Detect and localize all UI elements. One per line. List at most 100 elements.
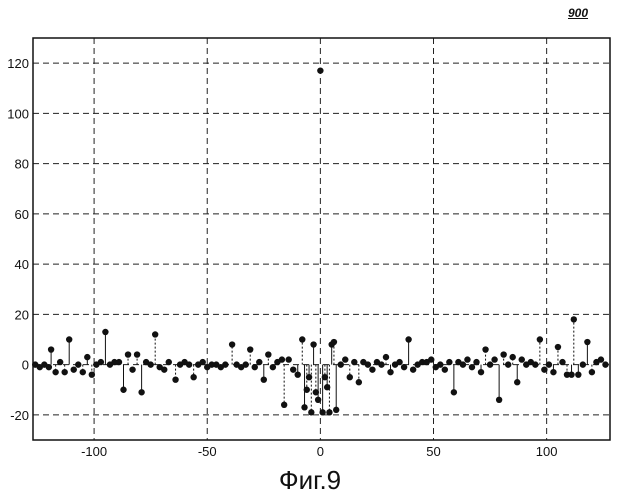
x-tick-label: -50: [198, 444, 217, 459]
data-point: [222, 361, 228, 367]
data-point: [102, 329, 108, 335]
y-tick-label: 20: [15, 307, 29, 322]
data-point: [161, 366, 167, 372]
data-point: [442, 366, 448, 372]
data-point: [120, 387, 126, 393]
data-point: [281, 402, 287, 408]
data-point: [279, 356, 285, 362]
data-point: [265, 351, 271, 357]
data-point: [315, 397, 321, 403]
y-tick-label: 120: [7, 56, 29, 71]
data-point: [602, 361, 608, 367]
data-point: [57, 359, 63, 365]
data-point: [532, 361, 538, 367]
stem-chart: -100-50050100-20020406080100120: [0, 0, 620, 460]
data-point: [84, 354, 90, 360]
data-point: [252, 364, 258, 370]
data-point: [383, 354, 389, 360]
data-point: [242, 361, 248, 367]
data-point: [261, 377, 267, 383]
x-tick-label: 0: [317, 444, 324, 459]
y-tick-label: -20: [10, 408, 29, 423]
data-point: [464, 356, 470, 362]
data-point: [568, 371, 574, 377]
data-point: [598, 356, 604, 362]
data-point: [270, 364, 276, 370]
data-point: [313, 389, 319, 395]
data-point: [61, 369, 67, 375]
data-point: [437, 361, 443, 367]
data-point: [469, 364, 475, 370]
data-point: [125, 351, 131, 357]
data-point: [66, 336, 72, 342]
data-point: [410, 366, 416, 372]
data-point: [514, 379, 520, 385]
data-point: [351, 359, 357, 365]
data-point: [304, 387, 310, 393]
data-point: [378, 361, 384, 367]
data-point: [319, 409, 325, 415]
data-point: [98, 359, 104, 365]
data-point: [71, 366, 77, 372]
data-point: [451, 389, 457, 395]
data-point: [285, 356, 291, 362]
data-point: [505, 361, 511, 367]
data-point: [80, 369, 86, 375]
data-point: [322, 374, 328, 380]
y-tick-label: 100: [7, 106, 29, 121]
data-point: [200, 359, 206, 365]
data-point: [491, 356, 497, 362]
data-point: [428, 356, 434, 362]
data-point: [147, 361, 153, 367]
data-point: [546, 361, 552, 367]
data-point: [571, 316, 577, 322]
data-point: [331, 339, 337, 345]
data-point: [496, 397, 502, 403]
data-point: [369, 366, 375, 372]
data-point: [342, 356, 348, 362]
y-tick-label: 40: [15, 257, 29, 272]
data-point: [338, 361, 344, 367]
y-tick-label: 80: [15, 157, 29, 172]
data-point: [347, 374, 353, 380]
data-point: [559, 359, 565, 365]
data-point: [589, 369, 595, 375]
data-point: [396, 359, 402, 365]
y-tick-label: 60: [15, 207, 29, 222]
data-point: [46, 364, 52, 370]
x-tick-label: -100: [81, 444, 107, 459]
data-point: [317, 67, 323, 73]
data-point: [575, 371, 581, 377]
data-point: [584, 339, 590, 345]
data-point: [580, 361, 586, 367]
data-point: [186, 361, 192, 367]
data-point: [482, 346, 488, 352]
data-point: [500, 351, 506, 357]
data-point: [152, 331, 158, 337]
data-point: [333, 407, 339, 413]
data-point: [541, 366, 547, 372]
data-point: [555, 344, 561, 350]
data-point: [48, 346, 54, 352]
data-point: [190, 374, 196, 380]
data-point: [295, 371, 301, 377]
data-point: [308, 409, 314, 415]
data-point: [299, 336, 305, 342]
data-point: [326, 409, 332, 415]
data-point: [405, 336, 411, 342]
data-point: [75, 361, 81, 367]
grid: [33, 38, 610, 440]
data-point: [52, 369, 58, 375]
data-point: [134, 351, 140, 357]
data-point: [365, 361, 371, 367]
data-point: [473, 359, 479, 365]
data-point: [550, 369, 556, 375]
tick-labels: -100-50050100-20020406080100120: [7, 56, 557, 459]
data-point: [290, 366, 296, 372]
data-point: [387, 369, 393, 375]
data-point: [537, 336, 543, 342]
data-point: [301, 404, 307, 410]
y-tick-label: 0: [22, 358, 29, 373]
data-point: [478, 369, 484, 375]
data-point: [356, 379, 362, 385]
